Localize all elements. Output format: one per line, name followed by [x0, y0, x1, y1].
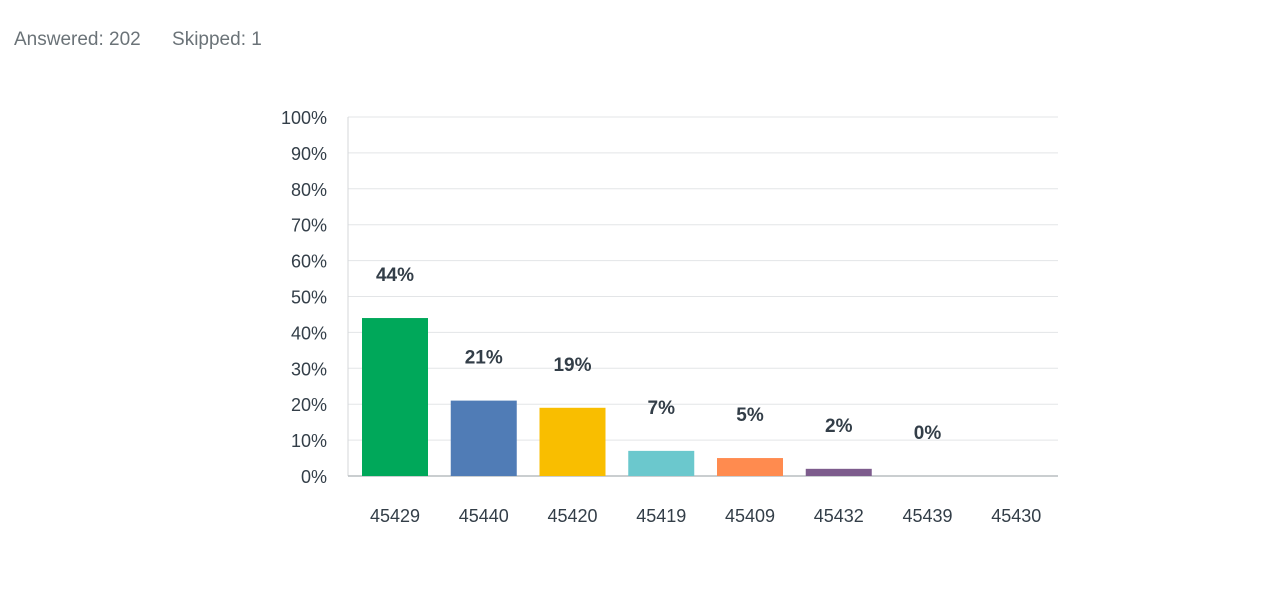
x-tick-labels: 45429 45440 45420 45419 45409 45432 45439 45430 [370, 506, 1041, 526]
y-tick-labels: 0% 10% 20% 30% 40% 50% 60% 70% 80% 90% 100% [281, 108, 327, 487]
y-tick-label: 90% [291, 144, 327, 164]
x-tick-label-45420: 45420 [547, 506, 597, 526]
bar-45409 [717, 458, 783, 476]
x-tick-label-45432: 45432 [814, 506, 864, 526]
y-tick-label: 30% [291, 359, 327, 379]
data-labels: 44% 21% 19% 7% 5% 2% 0% [376, 265, 941, 444]
x-tick-label-45430: 45430 [991, 506, 1041, 526]
data-label-45409: 5% [736, 405, 764, 426]
bar-45432 [805, 468, 872, 476]
bar-45440 [450, 400, 517, 476]
x-tick-label-45419: 45419 [636, 506, 686, 526]
bar-45419 [628, 450, 695, 476]
y-tick-label: 0% [301, 467, 327, 487]
bar-45420 [539, 407, 606, 476]
data-label-45419: 7% [648, 398, 676, 419]
data-label-45429: 44% [376, 265, 414, 286]
bar-45429 [362, 318, 428, 476]
data-label-45432: 2% [825, 416, 853, 437]
y-tick-label: 60% [291, 252, 327, 272]
y-tick-label: 80% [291, 180, 327, 200]
data-label-45439: 0% [914, 423, 942, 444]
x-tick-label-45440: 45440 [459, 506, 509, 526]
skipped-count: Skipped: 1 [172, 29, 262, 50]
y-tick-label: 40% [291, 323, 327, 343]
data-label-45440: 21% [465, 348, 503, 369]
gridlines [348, 116, 1058, 441]
bars [362, 318, 872, 476]
y-tick-label: 50% [291, 288, 327, 308]
y-tick-label: 20% [291, 395, 327, 415]
response-summary: Answered: 202 Skipped: 1 [14, 29, 262, 51]
y-tick-label: 100% [281, 108, 327, 128]
data-label-45420: 19% [553, 355, 591, 376]
answered-count: Answered: 202 [14, 29, 141, 50]
x-tick-label-45429: 45429 [370, 506, 420, 526]
x-tick-label-45409: 45409 [725, 506, 775, 526]
y-tick-label: 70% [291, 216, 327, 236]
y-tick-label: 10% [291, 431, 327, 451]
x-tick-label-45439: 45439 [902, 506, 952, 526]
